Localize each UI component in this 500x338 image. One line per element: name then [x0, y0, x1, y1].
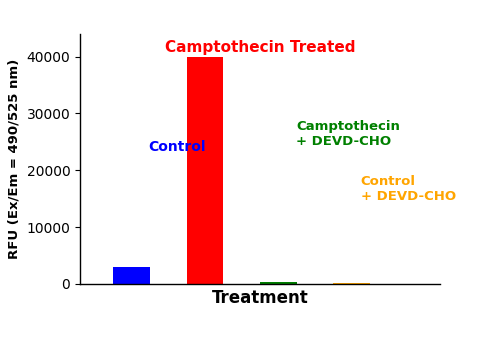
- Text: Camptothecin Treated: Camptothecin Treated: [165, 40, 355, 55]
- Text: Control: Control: [148, 140, 206, 154]
- Bar: [334, 283, 370, 284]
- Y-axis label: RFU (Ex/Em = 490/525 nm): RFU (Ex/Em = 490/525 nm): [8, 59, 21, 259]
- Text: Camptothecin
+ DEVD-CHO: Camptothecin + DEVD-CHO: [296, 120, 400, 148]
- Bar: [186, 56, 224, 284]
- Text: Control
+ DEVD-CHO: Control + DEVD-CHO: [361, 175, 456, 203]
- Bar: [113, 267, 150, 284]
- X-axis label: Treatment: Treatment: [212, 289, 308, 308]
- Bar: [260, 282, 296, 284]
